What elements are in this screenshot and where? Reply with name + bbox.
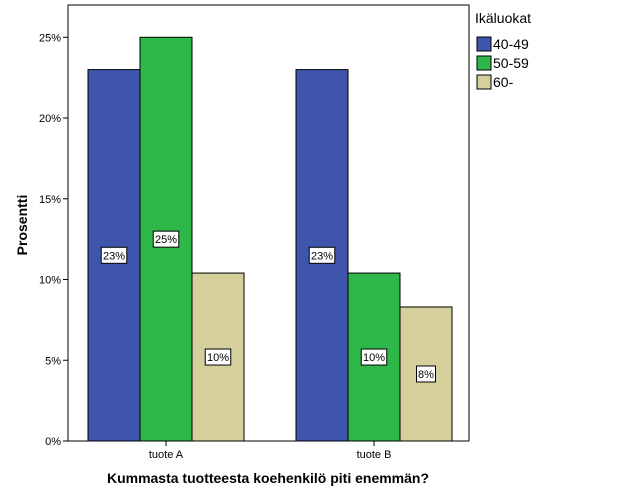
x-tick-label: tuote B bbox=[357, 449, 392, 461]
legend-label: 60- bbox=[493, 74, 514, 90]
legend: Ikäluokat 40-49 50-59 60- bbox=[475, 10, 531, 90]
legend-swatch bbox=[476, 36, 492, 52]
legend-label: 40-49 bbox=[493, 36, 529, 52]
x-axis: tuote A tuote B bbox=[149, 441, 392, 461]
y-tick-label: 15% bbox=[39, 194, 61, 206]
data-label: 23% bbox=[308, 246, 336, 264]
legend-title: Ikäluokat bbox=[475, 10, 531, 26]
y-axis: 0% 5% 10% 15% 20% 25% bbox=[39, 32, 68, 448]
data-label-box bbox=[416, 365, 436, 383]
legend-swatch bbox=[476, 55, 492, 71]
data-label: 10% bbox=[360, 348, 388, 366]
data-label-box bbox=[204, 348, 232, 366]
y-tick-label: 10% bbox=[39, 275, 61, 287]
data-label-box bbox=[152, 230, 180, 248]
legend-item: 40-49 bbox=[476, 36, 529, 52]
legend-swatch bbox=[476, 74, 492, 90]
data-label-text: 25% bbox=[155, 234, 177, 246]
y-tick-label: 25% bbox=[39, 32, 61, 44]
data-label: 10% bbox=[204, 348, 232, 366]
legend-item: 50-59 bbox=[476, 55, 529, 71]
y-tick-label: 0% bbox=[45, 436, 61, 448]
legend-label: 50-59 bbox=[493, 55, 529, 71]
data-label-text: 23% bbox=[311, 250, 333, 262]
data-label-box bbox=[100, 246, 128, 264]
data-label: 23% bbox=[100, 246, 128, 264]
data-label-text: 23% bbox=[103, 250, 125, 262]
data-label-text: 8% bbox=[418, 369, 434, 381]
data-labels: 23% 25% 10% 23% 10% 8% bbox=[100, 230, 436, 383]
data-label: 8% bbox=[416, 365, 436, 383]
data-label-text: 10% bbox=[363, 352, 385, 364]
data-label-box bbox=[360, 348, 388, 366]
x-tick-label: tuote A bbox=[149, 449, 184, 461]
legend-item: 60- bbox=[476, 74, 514, 90]
y-tick-label: 20% bbox=[39, 113, 61, 125]
data-label-text: 10% bbox=[207, 352, 229, 364]
y-tick-label: 5% bbox=[45, 355, 61, 367]
data-label-box bbox=[308, 246, 336, 264]
data-label: 25% bbox=[152, 230, 180, 248]
x-axis-title: Kummasta tuotteesta koehenkilö piti enem… bbox=[107, 470, 429, 486]
y-axis-title: Prosentti bbox=[14, 195, 30, 256]
